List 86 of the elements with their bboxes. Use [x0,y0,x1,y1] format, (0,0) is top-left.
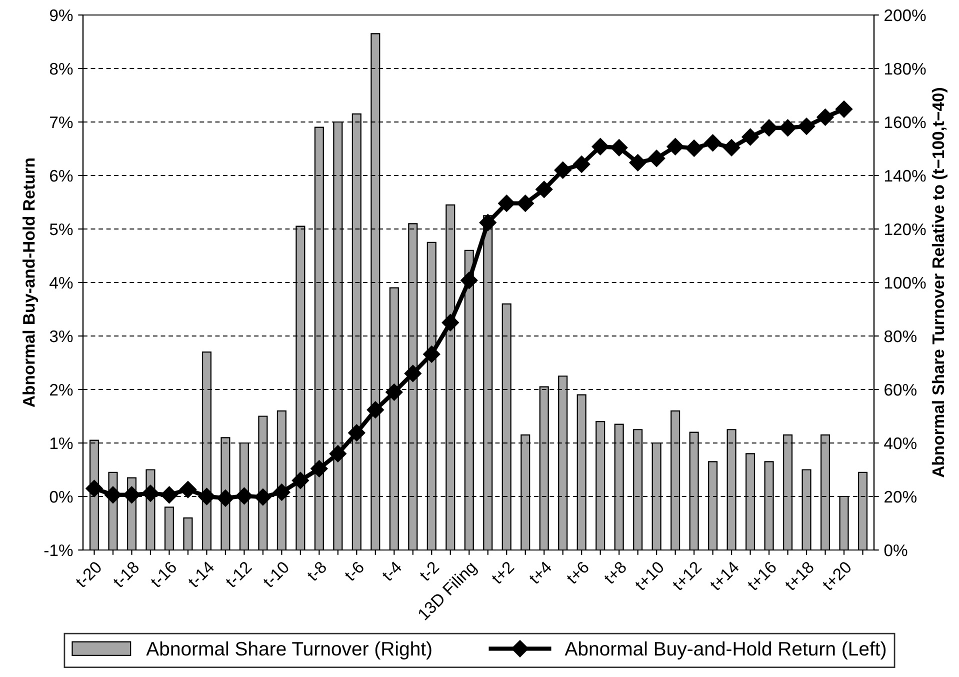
point [816,108,834,126]
point [329,445,346,462]
point [386,384,403,401]
x-tick-label: t+16 [746,560,778,592]
y2-axis-title: Abnormal Share Turnover Relative to (t−100,t−40) [932,88,948,478]
point [123,486,140,504]
y-tick-label: 8% [50,62,73,75]
point [779,119,796,136]
x-tick-label: t+4 [528,560,552,585]
point [460,272,478,289]
point [498,194,516,212]
point [86,480,103,498]
x-tick-label: t+8 [602,560,628,585]
y2-tick-label: 120% [884,223,926,236]
legend-label: Abnormal Share Turnover (Right) [146,641,432,660]
point [292,472,309,489]
point [179,480,197,498]
point [254,488,272,506]
point [798,118,816,135]
point [554,162,572,179]
y2-tick-label: 40% [884,437,916,450]
y2-tick-label: 100% [884,276,926,289]
y2-tick-label: 20% [884,490,916,503]
y2-tick-label: 140% [884,170,926,182]
y2-tick-label: 0% [884,544,908,556]
x-tick-label: t-10 [262,560,290,589]
x-tick-label: t-12 [224,560,252,588]
point [704,134,722,152]
point [666,138,684,156]
x-tick-label: t-2 [418,560,440,582]
x-tick-label: t-8 [306,560,328,582]
x-tick-label: t-14 [187,560,215,588]
x-tick-label: t-18 [112,560,140,589]
point [198,488,216,506]
x-tick-label: t-16 [149,560,178,589]
y2-tick-label: 60% [884,384,916,396]
x-tick-label: t+6 [565,560,590,585]
y-tick-label: 0% [50,490,73,503]
x-tick-label: t+10 [634,560,665,592]
point [404,364,422,382]
y-tick-label: 2% [50,384,73,396]
point [835,100,853,118]
point [648,150,666,167]
legend-label: Abnormal Buy-and-Hold Return (Left) [564,641,886,660]
point [479,214,496,232]
y-axis-title: Abnormal Buy-and-Hold Return [22,158,38,408]
y-tick-label: -1% [44,544,73,556]
y-tick-label: 7% [50,116,73,128]
point [516,194,534,212]
point [348,424,366,442]
point [104,486,122,504]
point [236,487,253,505]
point [160,486,178,504]
y-tick-label: 5% [50,223,73,236]
y-tick-label: 1% [50,437,73,450]
x-tick-label: t+20 [821,560,852,592]
x-tick-label: t-20 [74,560,102,589]
point [142,484,160,502]
x-tick-label: t+12 [671,560,702,592]
point [423,346,440,363]
y-tick-label: 6% [50,170,73,182]
point [592,138,609,156]
y2-tick-label: 200% [884,9,926,22]
y-tick-label: 4% [50,276,73,289]
y-tick-label: 3% [50,330,73,342]
point [610,139,628,156]
point [742,128,759,146]
x-tick-label: t+18 [784,560,815,592]
point [760,119,778,136]
y2-tick-label: 80% [884,330,916,342]
point [722,139,740,156]
point [310,460,328,478]
point [366,401,384,418]
y-tick-label: 9% [50,9,73,22]
x-tick-label: t-6 [343,560,365,582]
point [573,156,590,173]
y2-tick-label: 160% [884,116,926,128]
point [686,140,703,157]
point [273,484,290,501]
y2-tick-label: 180% [884,62,926,75]
point [442,314,459,332]
x-tick-label: t+2 [490,560,515,585]
point [629,154,646,172]
point [216,490,234,507]
x-tick-label: t-4 [381,560,402,582]
point [536,180,553,198]
